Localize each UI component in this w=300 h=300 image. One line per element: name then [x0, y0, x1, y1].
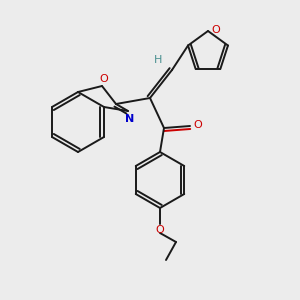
Text: O: O	[194, 120, 202, 130]
Text: O: O	[212, 25, 220, 35]
Text: O: O	[156, 225, 164, 235]
Text: H: H	[154, 55, 162, 65]
Text: N: N	[125, 114, 135, 124]
Text: O: O	[100, 74, 108, 84]
